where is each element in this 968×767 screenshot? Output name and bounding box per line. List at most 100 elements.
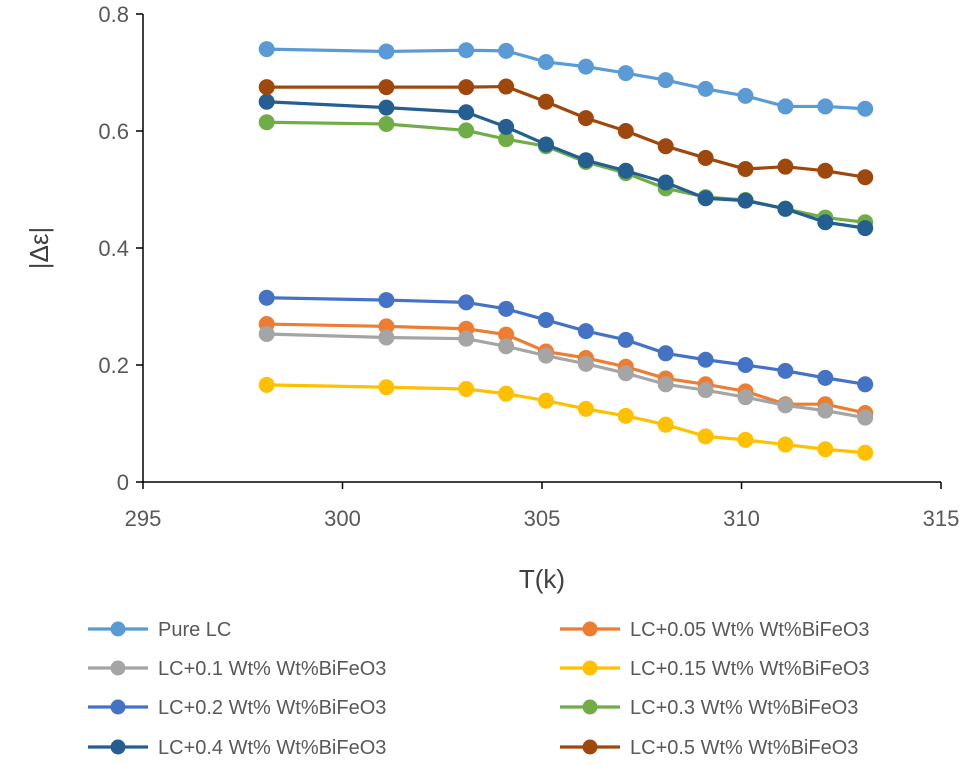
data-point [657,416,674,433]
data-point [657,174,674,191]
data-point [697,80,714,97]
series-line [266,84,866,179]
data-point [817,162,834,179]
legend-marker [110,699,126,715]
data-point [458,122,475,139]
data-point [378,379,395,396]
x-tick-label: 295 [125,506,162,531]
x-tick-label: 300 [324,506,361,531]
data-point [378,99,395,116]
legend-marker [110,621,126,637]
data-point [697,382,714,399]
data-point [577,355,594,372]
y-tick-label: 0.6 [98,119,129,144]
data-point [657,345,674,362]
data-point [617,162,634,179]
data-point [577,323,594,340]
data-point [657,72,674,89]
data-point [817,441,834,458]
data-point [657,138,674,155]
legend-label: LC+0.5 Wt% Wt%BiFeO3 [630,737,858,759]
legend-entry: LC+0.3 Wt% Wt%BiFeO3 [560,697,858,719]
data-point [537,347,554,364]
data-point [737,192,754,209]
series-5 [258,289,874,393]
data-point [857,220,874,237]
data-point [737,431,754,448]
data-point [617,365,634,382]
x-axis-title: T(k) [519,564,565,594]
x-tick-label: 305 [524,506,561,531]
data-point [258,325,275,342]
data-point [378,329,395,346]
data-point [737,357,754,373]
data-point [498,118,515,135]
data-point [458,79,475,96]
legend-entry: Pure LC [88,619,231,641]
data-point [777,98,794,115]
data-point [697,190,714,207]
data-point [258,114,275,131]
data-point [458,104,475,121]
data-point [697,351,714,368]
data-point [498,78,515,95]
data-point [498,338,515,355]
data-point [777,158,794,175]
x-tick-label: 310 [723,506,760,531]
data-point [498,385,515,402]
data-point [458,42,475,59]
data-point [458,294,475,311]
data-point [498,42,515,59]
data-point [378,115,395,132]
y-tick-label: 0.2 [98,353,129,378]
data-point [737,161,754,178]
data-point [697,149,714,166]
data-point [857,409,874,426]
series-layer [258,41,874,461]
data-point [258,289,275,306]
y-tick-label: 0.8 [98,2,129,27]
y-tick-label: 0 [117,470,129,495]
data-point [617,123,634,139]
data-point [857,444,874,461]
data-point [617,331,634,348]
data-point [258,93,275,110]
legend-entry: LC+0.1 Wt% Wt%BiFeO3 [88,658,386,680]
data-point [617,65,634,82]
data-point [378,292,395,309]
data-point [777,362,794,379]
data-point [857,169,874,186]
legend-entry: LC+0.15 Wt% Wt%BiFeO3 [560,658,870,680]
data-point [537,392,554,409]
data-point [258,41,275,58]
series-line [266,47,866,111]
data-point [817,402,834,419]
legend-label: Pure LC [158,619,231,641]
data-point [737,389,754,406]
legend-marker [582,621,598,637]
legend-marker [582,739,598,755]
data-point [577,400,594,417]
data-point [817,369,834,386]
data-point [857,100,874,117]
axes-layer: 0 0.2 0.4 0.6 0.8 295 300 305 310 315 T(k) |Δε| [24,2,959,594]
legend-entry: LC+0.05 Wt% Wt%BiFeO3 [560,619,870,641]
series-3 [258,325,874,426]
legend-label: LC+0.05 Wt% Wt%BiFeO3 [630,619,870,641]
data-point [817,98,834,115]
data-point [657,376,674,393]
legend-marker [582,660,598,676]
legend-entry: LC+0.2 Wt% Wt%BiFeO3 [88,697,386,719]
data-point [378,43,395,60]
series-line [266,296,866,386]
series-line [266,100,866,230]
data-point [258,376,275,393]
legend-label: LC+0.2 Wt% Wt%BiFeO3 [158,697,386,719]
data-point [537,136,554,153]
data-point [378,79,395,96]
legend-entry: LC+0.5 Wt% Wt%BiFeO3 [560,737,858,759]
data-point [737,87,754,104]
legend-label: LC+0.4 Wt% Wt%BiFeO3 [158,737,386,759]
data-point [577,110,594,127]
legend: Pure LC LC+0.05 Wt% Wt%BiFeO3 LC+0.1 Wt% W… [88,619,870,759]
